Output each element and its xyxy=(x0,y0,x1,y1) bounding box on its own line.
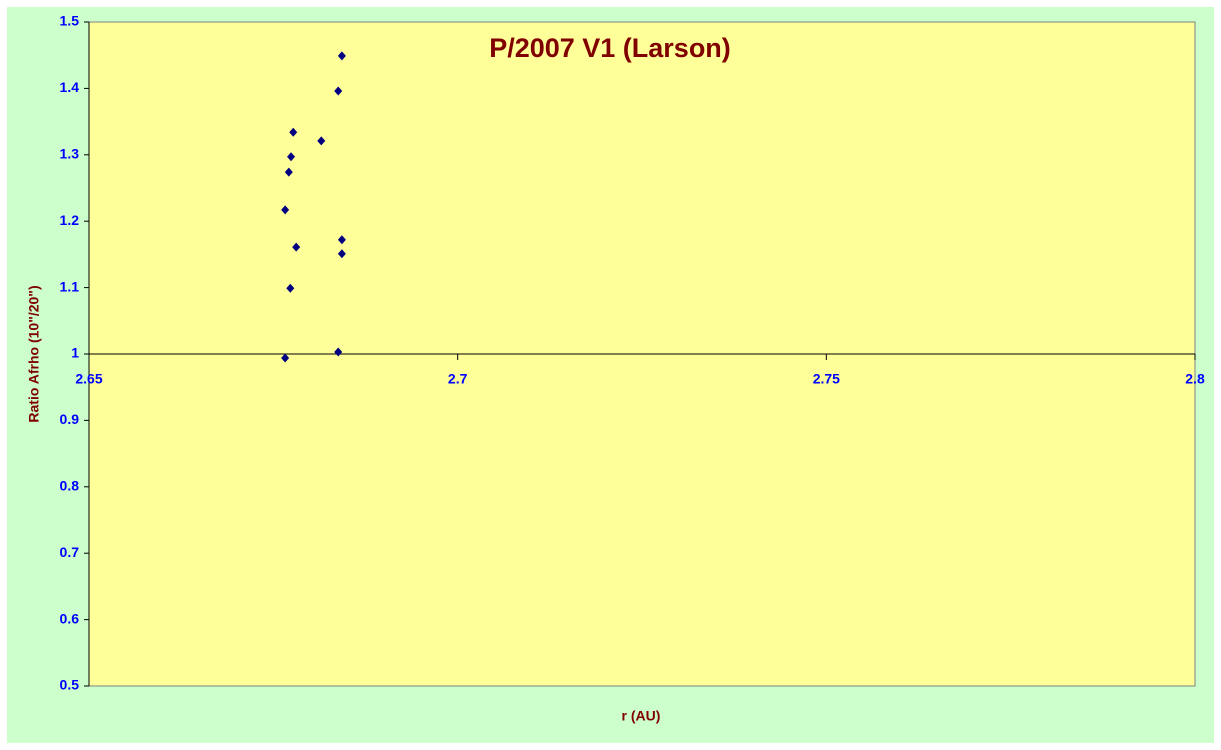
chart-title: P/2007 V1 (Larson) xyxy=(489,33,731,63)
y-tick-label: 0.6 xyxy=(60,610,80,626)
y-tick-label: 1.1 xyxy=(60,278,80,294)
y-tick-label: 1.2 xyxy=(60,212,80,228)
x-tick-label: 2.7 xyxy=(448,371,468,387)
data-point xyxy=(317,136,326,146)
data-point xyxy=(334,86,343,96)
x-axis-label: r (AU) xyxy=(622,708,661,724)
y-tick-label: 1.3 xyxy=(60,146,80,162)
data-point xyxy=(281,205,290,215)
x-tick-label: 2.8 xyxy=(1185,371,1205,387)
data-point xyxy=(281,353,290,363)
x-tick-label: 2.75 xyxy=(813,371,840,387)
data-point xyxy=(337,51,346,61)
data-point xyxy=(284,167,293,177)
data-point xyxy=(334,347,343,357)
data-point xyxy=(337,249,346,259)
data-point xyxy=(289,127,298,137)
y-tick-label: 0.7 xyxy=(60,544,80,560)
data-point xyxy=(292,242,301,252)
x-tick-label: 2.65 xyxy=(75,371,102,387)
data-point xyxy=(286,283,295,293)
y-tick-label: 0.5 xyxy=(60,677,80,693)
y-tick-label: 1 xyxy=(71,345,79,361)
y-tick-label: 0.9 xyxy=(60,411,80,427)
y-tick-label: 1.4 xyxy=(60,79,80,95)
y-tick-label: 0.8 xyxy=(60,478,80,494)
y-axis-label: Ratio Afrho (10"/20") xyxy=(26,285,42,422)
data-point xyxy=(337,235,346,245)
data-point xyxy=(287,152,296,162)
y-tick-label: 1.5 xyxy=(60,13,80,29)
